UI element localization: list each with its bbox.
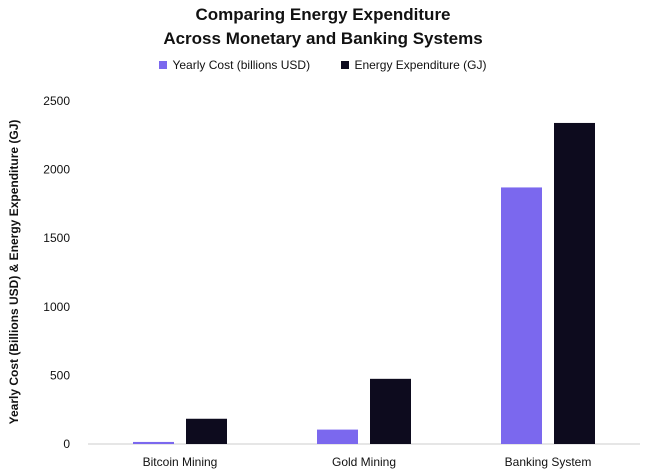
bar — [501, 187, 542, 444]
legend-swatch-energy-expenditure — [341, 61, 350, 69]
bar — [133, 441, 174, 444]
y-tick-label: 2500 — [43, 94, 70, 108]
legend-swatch-yearly-cost — [159, 61, 168, 69]
chart-title-line-1: Comparing Energy Expenditure — [195, 5, 451, 24]
y-tick-label: 500 — [50, 368, 70, 382]
y-tick-label: 1500 — [43, 231, 70, 245]
bar — [317, 429, 358, 444]
legend-item-yearly-cost: Yearly Cost (billions USD) — [159, 57, 310, 73]
x-tick-label: Bitcoin Mining — [143, 455, 218, 469]
y-tick-label: 1000 — [43, 300, 70, 314]
legend-label-energy-expenditure: Energy Expenditure (GJ) — [354, 58, 487, 72]
chart-title-line-2: Across Monetary and Banking Systems — [163, 29, 483, 48]
bar — [186, 418, 227, 444]
x-tick-label: Banking System — [505, 455, 592, 469]
y-tick-label: 2000 — [43, 163, 70, 177]
x-tick-label: Gold Mining — [332, 455, 396, 469]
y-axis-label: Yearly Cost (Billions USD) & Energy Expe… — [7, 120, 21, 425]
y-tick-label: 0 — [63, 437, 70, 451]
bar — [370, 378, 411, 444]
legend-label-yearly-cost: Yearly Cost (billions USD) — [172, 58, 311, 72]
bar — [554, 122, 595, 445]
legend-item-energy-expenditure: Energy Expenditure (GJ) — [341, 57, 487, 73]
legend: Yearly Cost (billions USD) Energy Expend… — [0, 57, 646, 73]
